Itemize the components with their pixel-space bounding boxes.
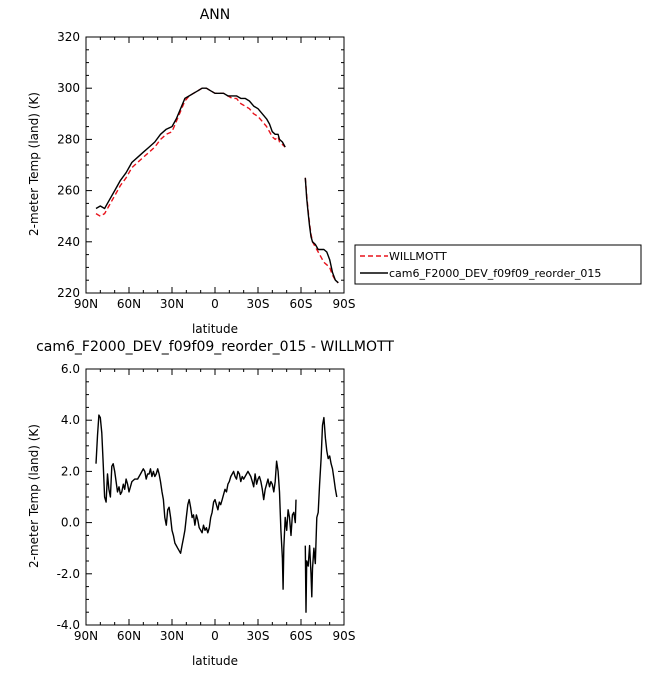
bottom-series-line-0 bbox=[304, 416, 338, 613]
top-x-axis-title: latitude bbox=[192, 322, 238, 336]
top-y-tick-label: 220 bbox=[57, 286, 80, 300]
bottom-y-tick-label: -4.0 bbox=[57, 618, 80, 632]
top-y-axis-title: 2-meter Temp (land) (K) bbox=[27, 92, 41, 236]
legend: WILLMOTT cam6_F2000_DEV_f09f09_reorder_0… bbox=[354, 244, 642, 285]
top-x-tick-label: 60N bbox=[117, 297, 141, 311]
top-x-tick-label: 90N bbox=[74, 297, 98, 311]
top-x-tick-label: 30S bbox=[247, 297, 270, 311]
legend-label-willmott: WILLMOTT bbox=[389, 250, 447, 263]
bottom-y-tick-label: 4.0 bbox=[61, 413, 80, 427]
bottom-x-tick-label: 30S bbox=[247, 629, 270, 643]
bottom-y-tick-label: -2.0 bbox=[57, 567, 80, 581]
top-y-tick-label: 260 bbox=[57, 184, 80, 198]
top-y-tick-label: 280 bbox=[57, 132, 80, 146]
bottom-chart: cam6_F2000_DEV_f09f09_reorder_015 - WILL… bbox=[27, 339, 394, 668]
top-series-line-1 bbox=[95, 87, 286, 210]
bottom-y-axis-title: 2-meter Temp (land) (K) bbox=[27, 424, 41, 568]
top-x-tick-label: 0 bbox=[211, 297, 219, 311]
top-y-tick-label: 240 bbox=[57, 235, 80, 249]
bottom-y-tick-label: 2.0 bbox=[61, 464, 80, 478]
bottom-y-tick-label: 6.0 bbox=[61, 362, 80, 376]
bottom-x-tick-label: 30N bbox=[160, 629, 184, 643]
bottom-x-tick-label: 90N bbox=[74, 629, 98, 643]
bottom-y-tick-label: 0.0 bbox=[61, 516, 80, 530]
top-series-line-0 bbox=[95, 87, 286, 217]
top-series-line-1 bbox=[304, 177, 339, 284]
top-chart: ANN 90N 60N 30N 0 30S 60S 90S 220 240 260 280 300 32… bbox=[27, 7, 642, 336]
top-series-line-0 bbox=[304, 177, 339, 284]
top-x-tick-label: 30N bbox=[160, 297, 184, 311]
bottom-x-tick-label: 90S bbox=[333, 629, 356, 643]
bottom-series-line-0 bbox=[95, 414, 297, 590]
legend-box bbox=[354, 244, 642, 285]
bottom-x-tick-label: 0 bbox=[211, 629, 219, 643]
bottom-x-axis-title: latitude bbox=[192, 654, 238, 668]
legend-label-cam6: cam6_F2000_DEV_f09f09_reorder_015 bbox=[389, 267, 601, 280]
bottom-chart-title: cam6_F2000_DEV_f09f09_reorder_015 - WILL… bbox=[36, 339, 394, 355]
bottom-x-tick-label: 60N bbox=[117, 629, 141, 643]
bottom-x-tick-label: 60S bbox=[290, 629, 313, 643]
top-chart-title: ANN bbox=[200, 7, 231, 23]
bottom-plot-area: 90N 60N 30N 0 30S 60S 90S -4.0 -2.0 0.0 2.0 4.0 6.0 bbox=[57, 362, 356, 643]
top-x-tick-label: 60S bbox=[290, 297, 313, 311]
top-plot-frame bbox=[85, 36, 345, 294]
top-y-tick-label: 300 bbox=[57, 81, 80, 95]
top-x-tick-label: 90S bbox=[333, 297, 356, 311]
top-y-tick-label: 320 bbox=[57, 30, 80, 44]
top-plot-area: 90N 60N 30N 0 30S 60S 90S 220 240 260 280 300 320 bbox=[57, 30, 355, 311]
